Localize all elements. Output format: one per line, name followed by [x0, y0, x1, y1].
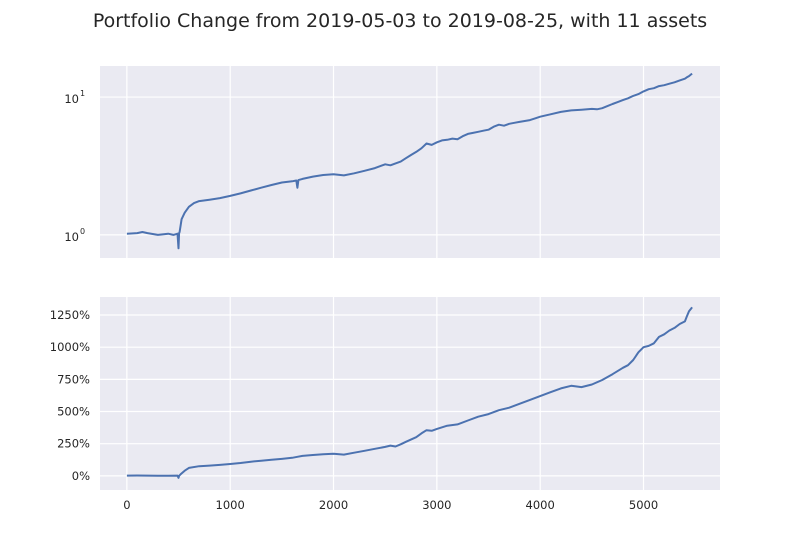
top-y-tick-exponent: 0 [80, 227, 85, 236]
bottom-y-tick-label: 1250% [50, 308, 90, 322]
bottom-x-tick-label: 3000 [422, 498, 451, 512]
bottom-percent-chart-panel: 0 1000 2000 3000 4000 5000 0% 250% 500% 750% 1000%… [50, 297, 720, 512]
bottom-y-tick-label: 1000% [50, 340, 90, 354]
bottom-y-tick-label: 750% [57, 372, 90, 386]
bottom-x-tick-label: 5000 [629, 498, 658, 512]
top-plot-area [100, 66, 720, 258]
top-y-tick-label: 10 [64, 230, 79, 244]
bottom-x-tick-label: 2000 [319, 498, 348, 512]
top-series-line [126, 72, 693, 250]
bottom-series-line [126, 306, 693, 479]
bottom-plot-area [100, 297, 720, 490]
bottom-x-tick-label: 4000 [526, 498, 555, 512]
top-y-tick-label: 10 [64, 92, 79, 106]
bottom-y-tick-label: 250% [57, 437, 90, 451]
bottom-x-tick-label: 1000 [216, 498, 245, 512]
bottom-y-tick-label: 0% [72, 469, 90, 483]
bottom-y-tick-label: 500% [57, 405, 90, 419]
bottom-x-tick-label: 0 [123, 498, 130, 512]
figure-title: Portfolio Change from 2019-05-03 to 2019… [93, 10, 707, 32]
top-y-tick-exponent: 1 [80, 89, 85, 98]
